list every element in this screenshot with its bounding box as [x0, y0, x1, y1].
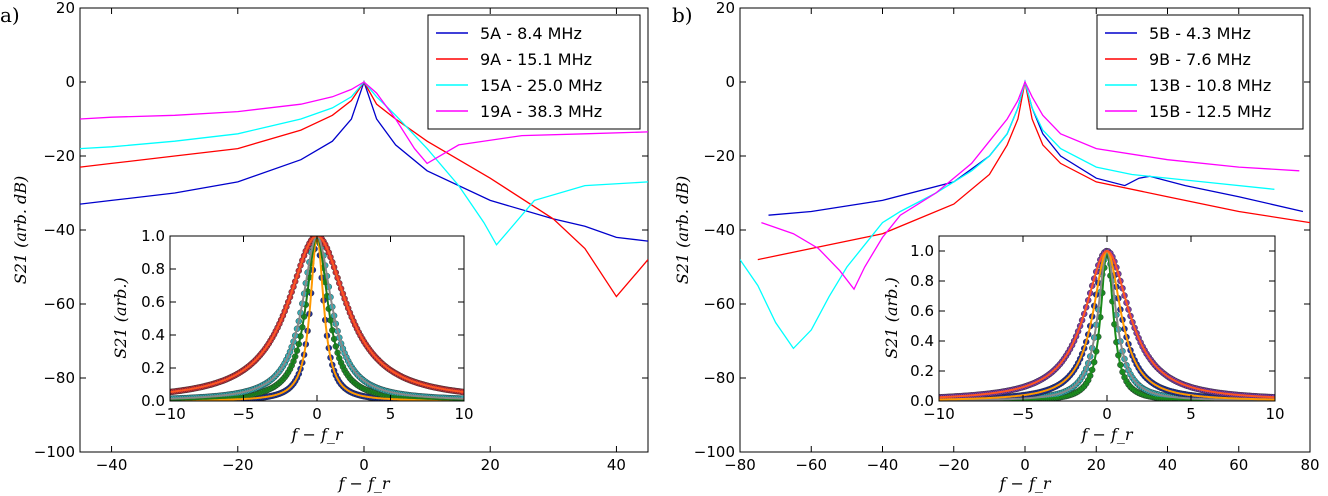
main-xtick-label: −40: [96, 456, 128, 474]
panel-b: −80 −60 −40 −20 0 20 40 60 80−100−80−60−40−20020…: [672, 0, 1320, 493]
main-ytick-label: −60: [43, 295, 75, 313]
main-xtick-label: −40: [867, 456, 899, 474]
x-axis-label: f − f_r: [337, 474, 390, 493]
series-line-0: [80, 79, 648, 242]
main-xtick-label: 60: [1229, 456, 1248, 474]
main-xtick-label: 40: [1158, 456, 1177, 474]
main-ytick-label: 20: [56, 0, 75, 17]
legend-entry: 9A - 15.1 MHz: [480, 50, 592, 69]
main-xtick-label: −20: [222, 456, 254, 474]
inset-ytick-label: 0.0: [910, 392, 934, 410]
y-axis-label: S21 (arb. dB): [11, 176, 30, 285]
main-ytick-label: −80: [43, 369, 75, 387]
main-ytick-label: −60: [703, 295, 735, 313]
main-ytick-label: −100: [694, 443, 735, 461]
main-ytick-label: 20: [716, 0, 735, 17]
inset-curves: [170, 236, 464, 401]
inset-x-axis-label: f − f_r: [1080, 425, 1133, 444]
legend-entry: 13B - 10.8 MHz: [1149, 76, 1271, 95]
series-line-1: [80, 80, 648, 298]
inset-ytick-label: 0.8: [910, 272, 934, 290]
main-xtick-label: 0: [1020, 456, 1030, 474]
main-ytick-label: −20: [703, 147, 735, 165]
inset-ytick-label: 0.0: [141, 392, 165, 410]
inset-xtick-label: 0: [312, 405, 322, 423]
inset-xtick-label: 10: [1265, 405, 1284, 423]
panel-label: b): [672, 3, 693, 27]
main-ytick-label: 0: [65, 73, 75, 91]
legend-box: [1096, 14, 1304, 130]
main-xtick-label: 0: [359, 456, 369, 474]
legend-entry: 9B - 7.6 MHz: [1149, 50, 1251, 69]
inset-fit-line: [170, 236, 464, 401]
inset: −10 −5 0 5 10 0.0 0.2 0.4 0.6 0.8 1.0 f − f_r S21 (a…: [882, 235, 1285, 444]
legend-entry: 5A - 8.4 MHz: [480, 24, 582, 43]
inset-bg: [939, 236, 1275, 401]
legend: 5B - 4.3 MHz 9B - 7.6 MHz 13B - 10.8 MHz 15…: [1096, 14, 1304, 130]
inset-ytick-label: 0.2: [141, 359, 165, 377]
main-xtick-label: −20: [938, 456, 970, 474]
series-line-3: [761, 80, 1300, 291]
inset-y-axis-label: S21 (arb.): [882, 277, 901, 358]
inset-ytick-label: 0.2: [910, 362, 934, 380]
inset-fit-line: [939, 249, 1275, 399]
legend-entry: 5B - 4.3 MHz: [1149, 24, 1251, 43]
legend-entry: 15A - 25.0 MHz: [480, 76, 602, 95]
inset-fit-line: [170, 236, 464, 401]
main-ytick-label: −80: [703, 369, 735, 387]
inset-ytick-label: 0.8: [141, 260, 165, 278]
inset-xtick-label: 5: [386, 405, 396, 423]
inset-ytick-label: 0.4: [141, 326, 165, 344]
main-ytick-label: 0: [725, 73, 735, 91]
y-axis-label: S21 (arb. dB): [673, 176, 692, 285]
inset-y-axis-label: S21 (arb.): [111, 277, 130, 358]
legend: 5A - 8.4 MHz 9A - 15.1 MHz 15A - 25.0 MHz 1…: [427, 14, 641, 130]
inset-fit-line: [170, 236, 464, 400]
main-xtick-label: 20: [481, 456, 500, 474]
legend-box: [427, 14, 641, 130]
main-ytick-label: −20: [43, 147, 75, 165]
inset-xtick-label: −10: [154, 405, 186, 423]
main-xtick-label: −60: [795, 456, 827, 474]
series-group: [80, 79, 648, 298]
main-ytick-label: −40: [703, 221, 735, 239]
inset-ytick-label: 0.6: [141, 293, 165, 311]
inset-xtick-label: −5: [1012, 405, 1034, 423]
inset-bg: [170, 236, 464, 401]
inset-ytick-label: 0.4: [910, 332, 934, 350]
inset-ytick-label: 0.6: [910, 302, 934, 320]
main-ytick-label: −100: [34, 443, 75, 461]
inset-ytick-label: 1.0: [141, 227, 165, 245]
main-xtick-label: 80: [1300, 456, 1319, 474]
legend-entry: 15B - 12.5 MHz: [1149, 102, 1271, 121]
inset-xtick-label: 0: [1102, 405, 1112, 423]
main-xtick-label: −80: [724, 456, 756, 474]
inset-xtick-label: 10: [454, 405, 473, 423]
inset-xtick-label: 5: [1186, 405, 1196, 423]
inset-ytick-label: 1.0: [910, 242, 934, 260]
series-group: [740, 79, 1310, 350]
series-line-2: [740, 79, 1275, 350]
panel-label: a): [0, 3, 20, 27]
series-line-3: [80, 81, 648, 165]
inset-x-axis-label: f − f_r: [290, 425, 343, 444]
legend-entry: 19A - 38.3 MHz: [480, 102, 602, 121]
inset: −10 −5 0 5 10 0.0 0.2 0.4 0.6 0.8 1.0 f − f_r S21 (a…: [111, 227, 474, 444]
series-line-0: [768, 79, 1304, 216]
inset-fit-line: [170, 236, 464, 393]
main-ytick-label: −40: [43, 221, 75, 239]
inset-curves: [939, 247, 1275, 401]
main-xtick-label: 20: [1087, 456, 1106, 474]
x-axis-label: f − f_r: [998, 474, 1051, 493]
main-xtick-label: 40: [607, 456, 626, 474]
inset-xtick-label: −10: [923, 405, 955, 423]
inset-xtick-label: −5: [232, 405, 254, 423]
